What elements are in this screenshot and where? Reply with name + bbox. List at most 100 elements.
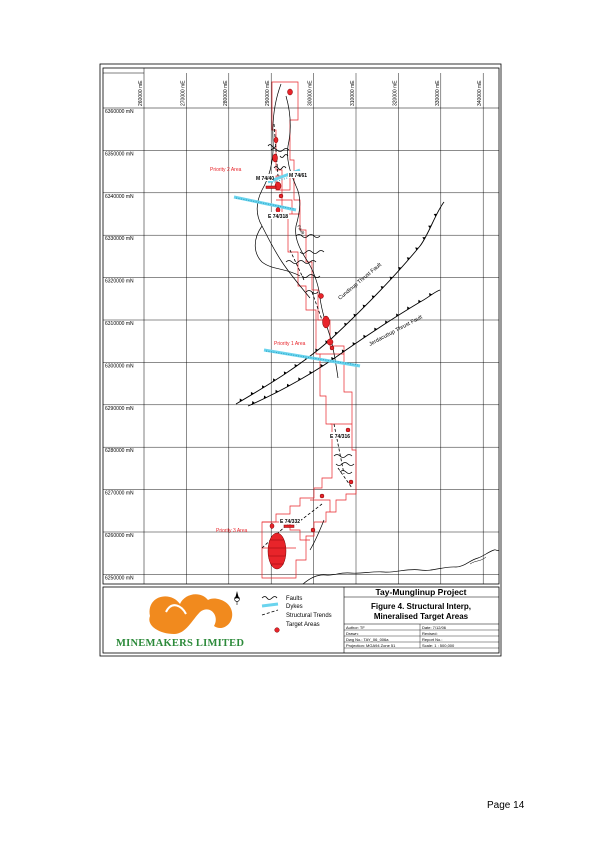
target-areas: [265, 88, 354, 570]
easting-label: 340000 mE: [477, 80, 483, 106]
thrust-barb: [362, 304, 366, 308]
thrust-barb: [331, 356, 335, 361]
northing-label: 6260000 mN: [105, 533, 134, 539]
legend-faults: Faults: [286, 596, 302, 602]
figure-subtitle: Mineralised Target Areas: [374, 612, 469, 621]
thrust-barb: [363, 334, 367, 339]
thrust-barb: [252, 401, 255, 405]
northing-label: 6300000 mN: [105, 363, 134, 369]
northing-label: 6270000 mN: [105, 491, 134, 497]
coastline: [302, 549, 500, 585]
legend-structural-icon: [261, 609, 279, 616]
legend-structural: Structural Trends: [286, 613, 332, 619]
map-area: 260000 mE 270000 mE 280000 mE 290000 mE 3000…: [102, 67, 500, 585]
easting-label: 320000 mE: [392, 80, 398, 106]
northing-label: 6250000 mN: [105, 575, 134, 581]
thrust-barb: [315, 348, 319, 352]
thrust-barb: [309, 370, 313, 375]
legend-dyke-icon: [261, 602, 279, 608]
northing-label: 6340000 mN: [105, 194, 134, 200]
legend-symbols: [261, 596, 280, 633]
thrust-barb: [389, 276, 393, 280]
tenement-e74316: E 74/316: [330, 434, 350, 440]
thrust-barb: [341, 349, 345, 353]
northing-label: 6290000 mN: [105, 406, 134, 412]
page-number: Page 14: [487, 800, 525, 811]
author-field: Author: TF: [346, 625, 365, 630]
thrust-barb: [263, 395, 267, 399]
thrust-barb: [275, 389, 279, 393]
priority-1-label: Priority 1 Area: [274, 341, 306, 347]
figure-title: Figure 4. Structural Interp,: [371, 602, 471, 611]
thrust-barb: [283, 371, 287, 375]
easting-label: 330000 mE: [435, 80, 441, 106]
thrust-barb: [371, 295, 375, 299]
thrust-barb: [239, 398, 243, 402]
thrust-barb: [406, 257, 410, 261]
title-block: Tay-Munglinup Project Figure 4. Structur…: [344, 587, 499, 649]
easting-label: 300000 mE: [308, 80, 314, 106]
tenement-m7440: M 74/40: [256, 176, 274, 182]
fault-lines: [267, 144, 355, 474]
thrust-barb: [352, 342, 356, 346]
thrust-barb: [407, 306, 411, 310]
revised-field: Revised:: [422, 631, 438, 636]
legend-targets: Target Areas: [286, 622, 320, 628]
target-hatch: [269, 539, 285, 565]
legend-target-icon: [274, 627, 280, 633]
scale-field: Scale: 1 : 500,000: [422, 643, 455, 648]
thrust-barb: [298, 377, 302, 381]
date-field: Date: 7/12/06: [422, 625, 447, 630]
thrust-barb: [344, 322, 348, 326]
thrust-barb: [396, 313, 399, 317]
legend-panel: MINEMAKERS LIMITED Faults Dykes Structur…: [102, 586, 500, 654]
thrust-barb: [250, 391, 254, 396]
company-name: MINEMAKERS LIMITED: [116, 638, 244, 649]
thrust-barb: [353, 313, 357, 317]
northing-label: 6320000 mN: [105, 279, 134, 285]
thrust-barb: [320, 364, 324, 368]
geology-contacts: [254, 83, 339, 551]
north-arrow-icon: [234, 591, 240, 605]
thrust-barb: [334, 331, 338, 335]
dwg-field: Dwg No.: TAY_06_006a: [346, 637, 389, 642]
thrust-barb: [422, 237, 426, 240]
northing-label: 6310000 mN: [105, 321, 134, 327]
thrust-barb: [374, 327, 378, 331]
dykes: [233, 168, 361, 368]
easting-labels: 260000 mE 270000 mE 280000 mE 290000 mE 3000…: [138, 80, 483, 106]
northing-labels: 6360000 mN 6350000 mN 6340000 mN 6330000 mN…: [105, 109, 134, 581]
thrust-barb: [433, 213, 437, 217]
thrust-barb: [294, 364, 298, 368]
northing-label: 6330000 mN: [105, 236, 134, 242]
easting-label: 290000 mE: [265, 80, 271, 106]
project-title: Tay-Munglinup Project: [376, 587, 467, 597]
northing-label: 6350000 mN: [105, 151, 134, 157]
thrust-barb: [286, 383, 290, 387]
fault-label-minor: Fault: [296, 224, 306, 236]
priority-2-label: Priority 2 Area: [210, 167, 242, 173]
thrust-barb: [429, 292, 433, 297]
thrust-barbs: [239, 213, 437, 405]
thrust-barb: [385, 320, 389, 324]
tenement-m7461: M 74/61: [289, 173, 307, 179]
legend-dykes: Dykes: [286, 604, 303, 610]
company-logo: [149, 594, 233, 634]
map-grid: [103, 73, 499, 584]
easting-label: 260000 mE: [138, 80, 144, 106]
thrust-barb: [428, 225, 432, 229]
thrust-barb: [398, 266, 402, 271]
drawn-field: Drawn:: [346, 631, 359, 636]
thrust-barb: [273, 378, 276, 382]
legend-fault-icon: [261, 596, 278, 600]
easting-label: 310000 mE: [350, 80, 356, 106]
easting-label: 280000 mE: [223, 80, 229, 106]
tenement-e74318: E 74/318: [268, 214, 288, 220]
projection-field: Projection: MGA94 Zone 51: [346, 643, 396, 648]
report-field: Report No.:: [422, 637, 442, 642]
thrust-barb: [380, 286, 384, 290]
easting-label: 270000 mE: [180, 80, 186, 106]
tenement-e74332: E 74/332: [280, 519, 300, 525]
tenement-labels: M 74/40 M 74/61 E 74/318 E 74/316 E 74/3…: [255, 171, 351, 525]
